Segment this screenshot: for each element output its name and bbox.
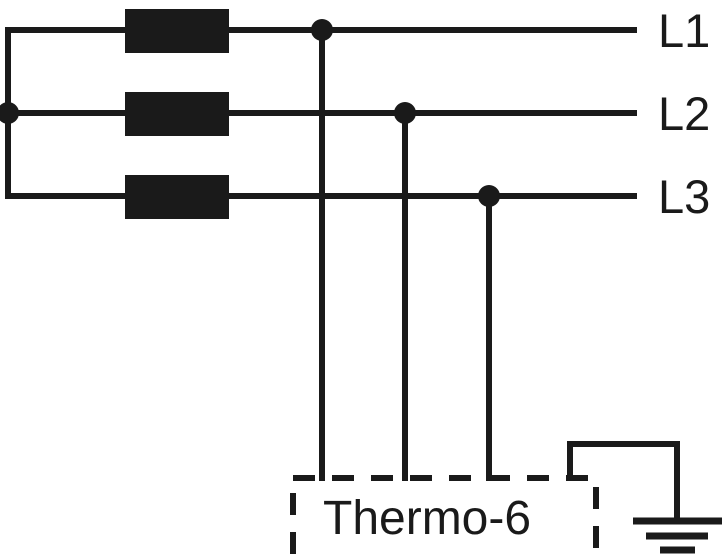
fuse-block-l3 xyxy=(125,175,229,219)
fuse-blocks xyxy=(125,9,229,219)
junction-dots xyxy=(0,19,500,207)
fuse-block-l2 xyxy=(125,92,229,136)
thermo-6-device: Thermo-6 xyxy=(290,475,599,558)
earth-wire xyxy=(567,441,680,521)
junction-dot-l2 xyxy=(394,102,416,124)
phase-labels: L1 L2 L3 xyxy=(658,4,710,223)
earth-connection xyxy=(567,441,722,554)
device-label: Thermo-6 xyxy=(323,492,531,545)
phase-label-l1: L1 xyxy=(658,4,710,57)
junction-dot-left-bus xyxy=(0,102,19,124)
junction-dot-l1 xyxy=(311,19,333,41)
junction-dot-l3 xyxy=(478,185,500,207)
device-drop-wires xyxy=(319,30,492,481)
phase-label-l3: L3 xyxy=(658,170,710,223)
phase-label-l2: L2 xyxy=(658,87,710,140)
fuse-block-l1 xyxy=(125,9,229,53)
